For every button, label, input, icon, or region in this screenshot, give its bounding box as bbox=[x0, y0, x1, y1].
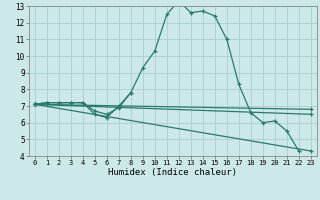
X-axis label: Humidex (Indice chaleur): Humidex (Indice chaleur) bbox=[108, 168, 237, 177]
